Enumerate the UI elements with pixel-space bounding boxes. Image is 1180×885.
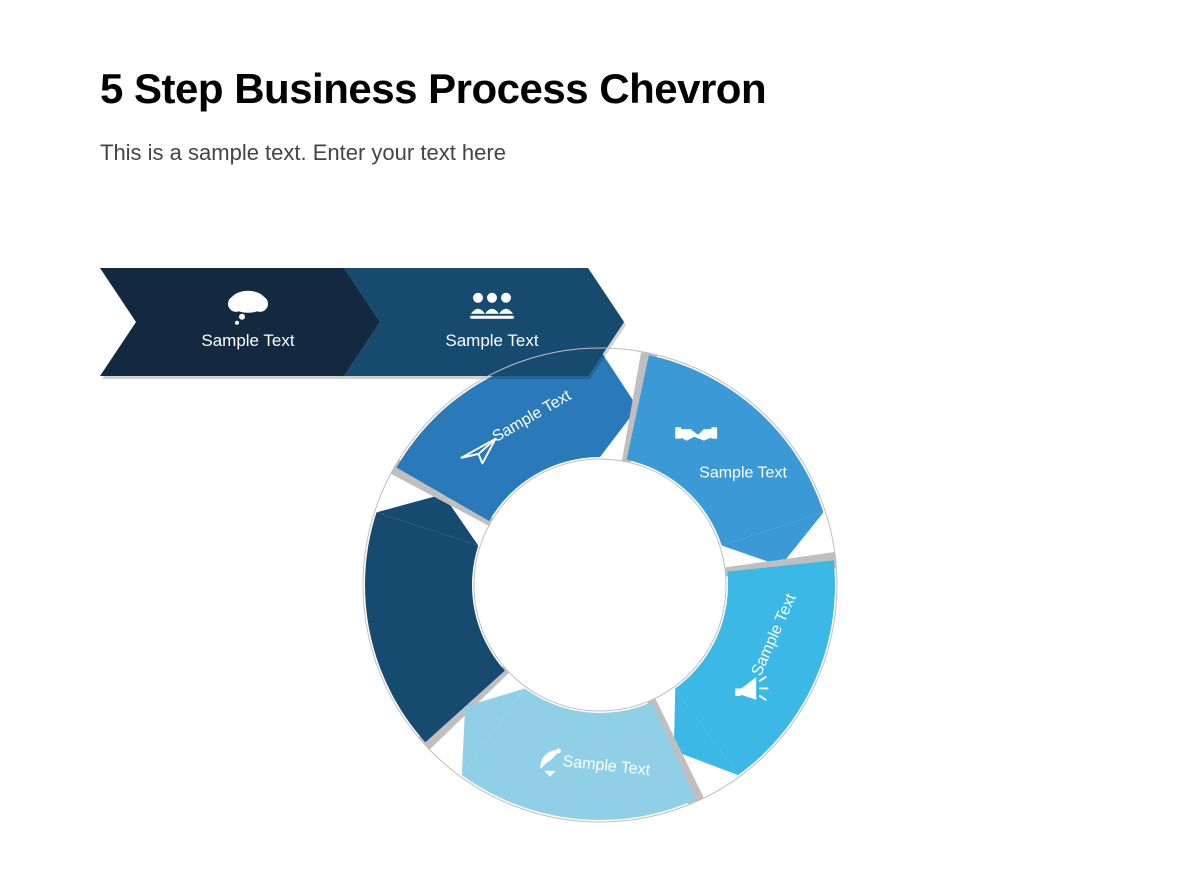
slide-title: 5 Step Business Process Chevron bbox=[100, 65, 766, 113]
slide-page: 5 Step Business Process Chevron This is … bbox=[0, 0, 1180, 885]
slide-subtitle: This is a sample text. Enter your text h… bbox=[100, 140, 506, 166]
chevron-label: Sample Text bbox=[445, 331, 539, 350]
process-chevron-diagram: Sample TextSample TextSample TextSample … bbox=[100, 230, 920, 850]
ring-hole bbox=[475, 460, 725, 710]
chevron-label: Sample Text bbox=[201, 331, 295, 350]
entry-chevron: Sample Text bbox=[100, 268, 382, 379]
entry-chevron: Sample Text bbox=[344, 268, 626, 379]
segment-label: Sample Text bbox=[699, 464, 787, 481]
